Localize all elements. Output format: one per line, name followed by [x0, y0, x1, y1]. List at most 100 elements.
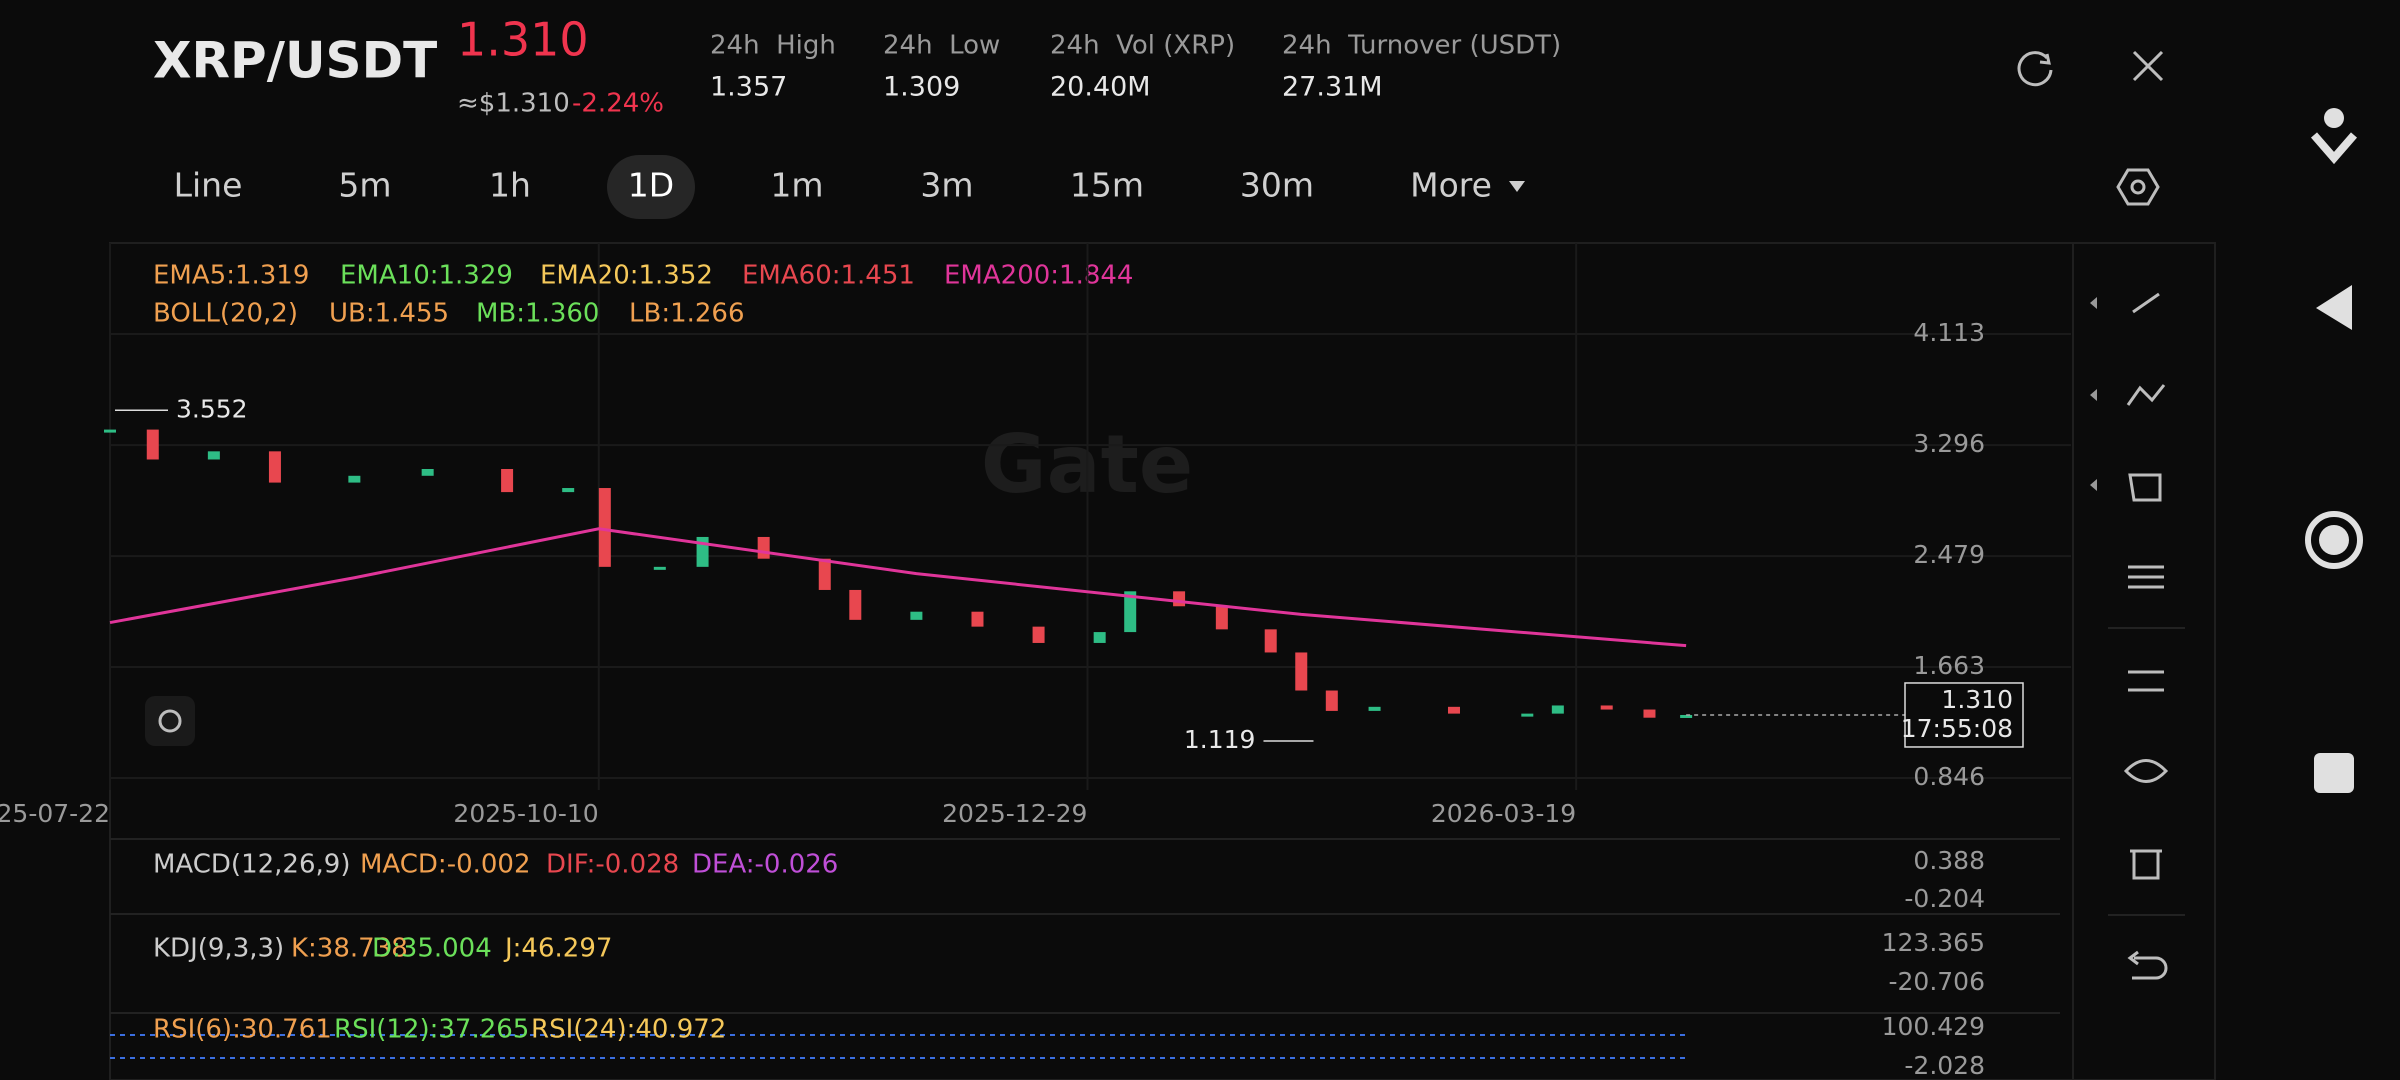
chart-mode-button[interactable]	[145, 696, 195, 746]
candle	[1215, 606, 1228, 630]
stat-label: 24h High	[710, 31, 836, 61]
timeframe-tab[interactable]: Line	[174, 166, 243, 205]
low-marker-label: 1.119	[1184, 725, 1256, 754]
y-tick-label: 3.296	[1913, 429, 1985, 458]
price-tag-countdown: 17:55:08	[1901, 714, 2013, 743]
line-tool[interactable]	[2132, 292, 2160, 314]
timeframe-tab[interactable]: 1h	[489, 166, 531, 205]
x-tick-label: 2025-12-29	[942, 799, 1087, 828]
indicator-legend: MB:1.360	[476, 299, 599, 329]
indicator-legend: UB:1.455	[329, 299, 449, 329]
ema200-line	[109, 527, 1687, 648]
high-marker-label: 3.552	[176, 394, 248, 423]
timeframe-tab[interactable]: More	[1410, 166, 1492, 205]
home-dot	[2319, 525, 2349, 555]
y-tick-label: 0.846	[1913, 762, 1985, 791]
settings-icon[interactable]	[2116, 168, 2160, 206]
chart-mode-glyph	[158, 709, 182, 733]
candle	[348, 475, 361, 483]
candle	[1680, 714, 1693, 718]
refresh-glyph	[2017, 51, 2053, 87]
indicator-legend: MACD(12,26,9)	[153, 850, 350, 880]
stat-value: 27.31M	[1282, 72, 1383, 103]
indicator-legend: DEA:-0.026	[692, 850, 838, 880]
y-tick-label: 1.663	[1913, 651, 1985, 680]
candle	[207, 451, 220, 460]
assistant-icon-body	[2310, 132, 2358, 165]
visibility-tool[interactable]	[2123, 759, 2169, 783]
panel-tick-label: -0.204	[1904, 884, 1985, 913]
timeframe-tab[interactable]: 5m	[338, 166, 391, 205]
candle	[104, 429, 116, 433]
panel-tick-label: -2.028	[1904, 1051, 1985, 1080]
usd-price: ≈$1.310	[457, 89, 570, 119]
timeframe-tab[interactable]: 3m	[920, 166, 973, 205]
x-tick-label: 2025-10-10	[453, 799, 598, 828]
x-tick-label: 2026-03-19	[1431, 799, 1576, 828]
candle	[757, 536, 770, 559]
candle	[598, 488, 611, 567]
stat-value: 1.357	[710, 72, 787, 103]
assistant-icon[interactable]	[2324, 108, 2344, 128]
indicator-legend: DIF:-0.028	[546, 850, 679, 880]
shape-tool[interactable]	[2128, 473, 2162, 502]
timeframe-tab[interactable]: 1D	[628, 166, 674, 205]
y-tick-label: 2.479	[1913, 540, 1985, 569]
indicator-legend: KDJ(9,3,3)	[153, 934, 284, 964]
candle	[1521, 713, 1534, 717]
timeframe-tab[interactable]: 15m	[1070, 166, 1144, 205]
close-icon[interactable]	[2132, 50, 2164, 82]
candle	[268, 451, 281, 483]
back-button[interactable]	[2316, 285, 2352, 330]
candle	[910, 611, 923, 620]
toolbar	[2090, 292, 2185, 980]
delete-tool[interactable]	[2130, 849, 2162, 880]
candle	[562, 488, 575, 493]
panel-tick-label: 0.388	[1913, 846, 1985, 875]
indicator-legend: EMA60:1.451	[742, 261, 915, 291]
undo-tool[interactable]	[2127, 950, 2168, 980]
candle	[1295, 652, 1308, 691]
settings-dot	[2130, 179, 2146, 195]
panel-tick-label: 123.365	[1882, 928, 1985, 957]
indicator-legend: MACD:-0.002	[360, 850, 531, 880]
indicator-legend: RSI(12):37.265	[334, 1015, 529, 1045]
stat-label: 24h Turnover (USDT)	[1282, 31, 1561, 61]
nav-bar	[2305, 108, 2363, 793]
timeframe-tab[interactable]: 30m	[1240, 166, 1314, 205]
refresh-icon[interactable]	[2017, 51, 2053, 87]
candle	[1325, 690, 1338, 711]
indicator-legend: EMA200:1.844	[944, 261, 1133, 291]
recents-button[interactable]	[2314, 753, 2354, 793]
candle	[1447, 706, 1460, 714]
timeframe-tab[interactable]: 1m	[770, 166, 823, 205]
indicator-legend: J:46.297	[503, 934, 612, 964]
indicator-legend: K:38.738	[291, 934, 408, 964]
stat-label: 24h Low	[883, 31, 1000, 61]
candle	[1173, 591, 1186, 607]
layer-tool[interactable]	[2128, 670, 2164, 692]
pair: XRP/USDT	[153, 32, 437, 90]
fib-tool[interactable]	[2126, 384, 2166, 406]
indicator-legend: EMA10:1.329	[340, 261, 513, 291]
candle	[501, 469, 514, 493]
candle	[1368, 706, 1381, 711]
stat-label: 24h Vol (XRP)	[1050, 31, 1235, 61]
change: -2.24%	[572, 89, 664, 119]
candle	[818, 558, 831, 590]
indicator-tool[interactable]	[2128, 565, 2164, 589]
candle	[1643, 709, 1656, 718]
indicator-legend: LB:1.266	[629, 299, 745, 329]
expand-arrows	[2090, 297, 2097, 491]
candle	[971, 611, 984, 627]
indicator-legend: RSI(24):40.972	[531, 1015, 726, 1045]
candle	[421, 469, 434, 476]
stat-value: 1.309	[883, 72, 960, 103]
more-caret	[1509, 181, 1525, 192]
stat-value: 20.40M	[1050, 72, 1151, 103]
home-button[interactable]	[2305, 511, 2363, 569]
indicator-legend: EMA5:1.319	[153, 261, 309, 291]
selected-tab-bg	[607, 155, 695, 219]
